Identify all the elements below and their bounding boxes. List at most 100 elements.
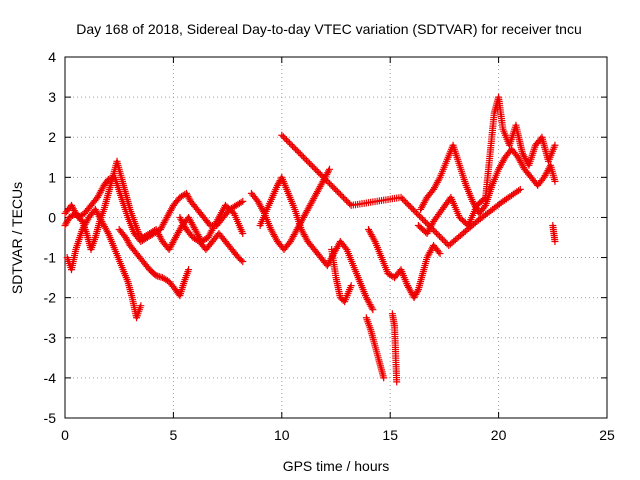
data-point <box>324 178 332 186</box>
y-tick-label: -2 <box>44 290 57 306</box>
series-track-7 <box>256 173 377 314</box>
y-tick-label: -5 <box>44 410 57 426</box>
data-point <box>289 142 297 150</box>
series-isolated <box>278 131 524 250</box>
data-point <box>434 231 442 239</box>
data-point <box>282 136 290 144</box>
data-point <box>343 197 351 205</box>
data-point <box>279 133 287 141</box>
data-point <box>278 131 286 139</box>
x-tick-label: 15 <box>382 427 398 443</box>
data-point <box>292 145 300 153</box>
data-point <box>551 238 559 246</box>
data-point <box>437 234 445 242</box>
data-point <box>329 183 337 191</box>
data-point <box>516 185 524 193</box>
data-point <box>417 214 425 222</box>
data-point <box>239 197 247 205</box>
data-point <box>380 374 388 382</box>
y-tick-label: 4 <box>48 49 56 65</box>
data-point <box>368 304 376 312</box>
data-point <box>403 200 411 208</box>
data-point <box>344 198 352 206</box>
plot-frame <box>64 56 608 419</box>
series-track-10 <box>365 225 444 302</box>
data-point <box>440 237 448 245</box>
data-point <box>400 196 408 204</box>
data-point <box>423 220 431 228</box>
data-point <box>299 153 307 161</box>
series-track-5 <box>176 213 247 266</box>
data-point <box>419 215 427 223</box>
data-point <box>551 141 559 149</box>
data-point <box>420 217 428 225</box>
data-point <box>480 195 488 203</box>
data-point <box>298 151 306 159</box>
data-point <box>325 165 333 173</box>
data-point <box>330 184 338 192</box>
y-tick-label: 0 <box>48 209 56 225</box>
data-point <box>432 229 440 237</box>
data-point <box>370 236 378 244</box>
data-point <box>185 266 193 274</box>
data-point <box>412 209 420 217</box>
y-tick-label: -4 <box>44 370 57 386</box>
data-point <box>315 169 323 177</box>
data-point <box>318 172 326 180</box>
x-tick-label: 5 <box>170 427 178 443</box>
data-point <box>409 206 417 214</box>
data-point <box>480 203 488 211</box>
data-point <box>411 207 419 215</box>
data-point <box>436 232 444 240</box>
x-tick-label: 10 <box>274 427 290 443</box>
data-point <box>405 201 413 209</box>
data-point <box>347 282 355 290</box>
y-tick-label: -1 <box>44 250 57 266</box>
series-track-6 <box>247 165 333 254</box>
data-point <box>286 139 294 147</box>
data-point <box>397 193 405 201</box>
data-point <box>302 156 310 164</box>
y-tick-label: -3 <box>44 330 57 346</box>
data-point <box>239 229 247 237</box>
data-point <box>342 244 350 252</box>
data-point <box>436 250 444 258</box>
data-point <box>296 150 304 158</box>
data-point <box>137 302 145 310</box>
data-point <box>426 223 434 231</box>
data-point <box>429 226 437 234</box>
series-track-8 <box>328 246 355 306</box>
data-point <box>393 378 401 386</box>
data-point <box>442 238 450 246</box>
data-point <box>406 203 414 211</box>
series-track-11 <box>388 310 401 386</box>
data-point <box>316 170 324 178</box>
y-axis-label: SDTVAR / TECUs <box>9 182 25 294</box>
data-point <box>237 256 245 264</box>
data-point <box>338 192 346 200</box>
data-point <box>319 173 327 181</box>
data-point <box>369 306 377 314</box>
x-tick-label: 25 <box>599 427 615 443</box>
y-tick-label: 2 <box>48 129 56 145</box>
data-point <box>414 210 422 218</box>
data-point <box>295 148 303 156</box>
data-point <box>439 235 447 243</box>
data-point <box>205 220 213 228</box>
data-point <box>435 248 443 256</box>
series-track-13 <box>414 93 559 237</box>
data-point <box>323 176 331 184</box>
data-points <box>61 93 559 386</box>
data-point <box>310 164 318 172</box>
data-point <box>425 221 433 229</box>
data-point <box>335 189 343 197</box>
data-point <box>325 167 333 175</box>
data-point <box>326 180 334 188</box>
data-point <box>414 287 422 295</box>
data-point <box>408 204 416 212</box>
data-point <box>309 162 317 170</box>
data-point <box>327 181 335 189</box>
data-point <box>312 166 320 174</box>
data-point <box>341 195 349 203</box>
chart-title: Day 168 of 2018, Sidereal Day-to-day VTE… <box>76 21 582 37</box>
